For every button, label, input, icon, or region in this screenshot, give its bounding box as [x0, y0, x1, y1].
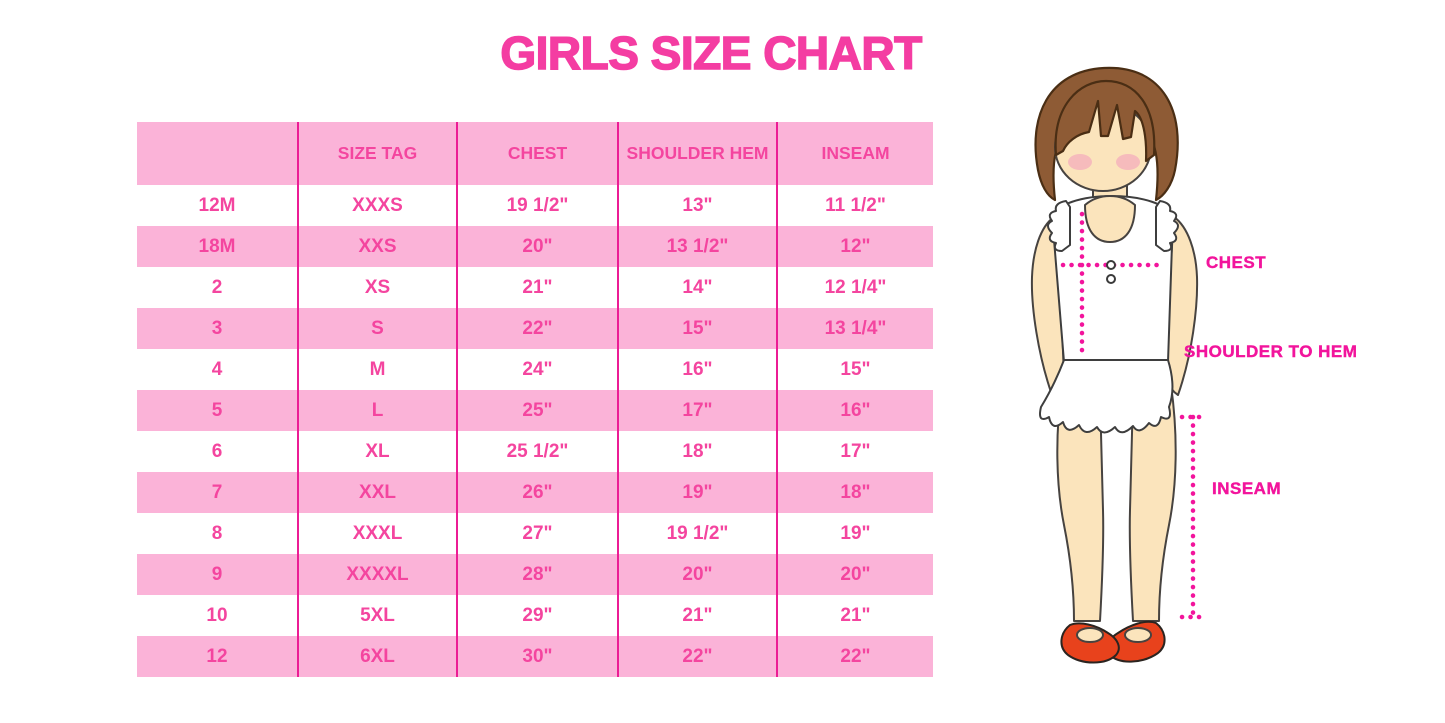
table-cell: 5: [211, 399, 223, 421]
girl-top-ruffle-left: [1047, 200, 1071, 252]
table-cell: 16": [617, 349, 776, 390]
table-cell: 11 1/2": [776, 185, 933, 226]
table-cell: 15": [776, 349, 933, 390]
table-cell: 7: [211, 481, 223, 503]
table-row: 2 XS 21" 14" 12 1/4": [137, 267, 933, 308]
table-cell: S: [297, 308, 456, 349]
table-cell: 17": [617, 390, 776, 431]
girl-leg-right: [1128, 384, 1177, 622]
table-row: 12M XXXS 19 1/2" 13" 11 1/2": [137, 185, 933, 226]
table-row: 8 XXXL 27" 19 1/2" 19": [137, 513, 933, 554]
table-cell: 14": [617, 267, 776, 308]
table-row: 4 M 24" 16" 15": [137, 349, 933, 390]
table-cell: 6XL: [297, 636, 456, 677]
table-cell: 10: [206, 604, 228, 626]
table-cell: 18": [617, 431, 776, 472]
shoulder-to-hem-label: SHOULDER TO HEM: [1184, 342, 1358, 361]
table-cell: 13": [617, 185, 776, 226]
table-cell: 4: [211, 358, 223, 380]
table-cell: XXXS: [297, 185, 456, 226]
table-row: 18M XXS 20" 13 1/2" 12": [137, 226, 933, 267]
table-cell: 22": [617, 636, 776, 677]
table-cell: 12 1/4": [776, 267, 933, 308]
table-cell: 19": [617, 472, 776, 513]
table-header-cell: CHEST: [456, 122, 617, 185]
table-row: 9 XXXXL 28" 20" 20": [137, 554, 933, 595]
table-cell: 13 1/4": [776, 308, 933, 349]
table-cell: 5XL: [297, 595, 456, 636]
table-cell: 13 1/2": [617, 226, 776, 267]
girl-shoe-left-opening: [1076, 627, 1104, 643]
girl-top-button: [1106, 260, 1116, 270]
table-row: 3 S 22" 15" 13 1/4": [137, 308, 933, 349]
table-cell: 21": [456, 267, 617, 308]
table-cell: 16": [776, 390, 933, 431]
table-cell: 20": [617, 554, 776, 595]
table-cell: 18M: [198, 235, 236, 257]
girl-bangs: [1054, 79, 1156, 163]
girl-neckline: [1084, 195, 1136, 243]
table-cell: 6: [211, 440, 223, 462]
table-cell: 17": [776, 431, 933, 472]
table-cell: M: [297, 349, 456, 390]
table-cell: 8: [211, 522, 223, 544]
girl-shoe-right-opening: [1124, 627, 1152, 643]
girl-blush-right: [1116, 154, 1140, 170]
table-cell: 2: [211, 276, 223, 298]
table-header-cell: INSEAM: [776, 122, 933, 185]
size-chart-table: SIZE TAG CHEST SHOULDER HEM INSEAM 12M X…: [137, 122, 933, 677]
girl-leg-left: [1056, 384, 1105, 622]
girl-blush-left: [1068, 154, 1092, 170]
table-cell: 9: [211, 563, 223, 585]
table-header-cell: [137, 122, 297, 185]
table-cell: 30": [456, 636, 617, 677]
table-cell: 20": [456, 226, 617, 267]
inseam-label: INSEAM: [1212, 479, 1282, 498]
table-cell: XXL: [297, 472, 456, 513]
table-cell: 25 1/2": [456, 431, 617, 472]
table-header-cell: SIZE TAG: [297, 122, 456, 185]
table-cell: 20": [776, 554, 933, 595]
table-cell: XS: [297, 267, 456, 308]
table-cell: 27": [456, 513, 617, 554]
table-row: 7 XXL 26" 19" 18": [137, 472, 933, 513]
table-cell: 19": [776, 513, 933, 554]
table-body: 12M XXXS 19 1/2" 13" 11 1/2" 18M XXS 20"…: [137, 185, 933, 677]
table-cell: 26": [456, 472, 617, 513]
table-cell: XXXXL: [297, 554, 456, 595]
girl-figure-illustration: [1030, 66, 1207, 664]
table-cell: 15": [617, 308, 776, 349]
table-cell: 28": [456, 554, 617, 595]
girl-skirt: [1039, 359, 1174, 434]
table-cell: 21": [776, 595, 933, 636]
table-cell: 22": [776, 636, 933, 677]
table-row: 12 6XL 30" 22" 22": [137, 636, 933, 677]
table-row: 10 5XL 29" 21" 21": [137, 595, 933, 636]
table-cell: 25": [456, 390, 617, 431]
table-cell: XL: [297, 431, 456, 472]
table-row: 6 XL 25 1/2" 18" 17": [137, 431, 933, 472]
table-row: 5 L 25" 17" 16": [137, 390, 933, 431]
chest-label: CHEST: [1206, 253, 1267, 272]
girl-top-button: [1106, 274, 1116, 284]
girl-top-ruffle-right: [1155, 200, 1179, 252]
table-cell: 19 1/2": [456, 185, 617, 226]
table-cell: 12": [776, 226, 933, 267]
table-cell: 24": [456, 349, 617, 390]
table-cell: 12M: [198, 194, 236, 216]
table-cell: XXXL: [297, 513, 456, 554]
table-header-row: SIZE TAG CHEST SHOULDER HEM INSEAM: [137, 122, 933, 185]
page-title: GIRLS SIZE CHART: [500, 26, 923, 80]
table-cell: L: [297, 390, 456, 431]
table-cell: 18": [776, 472, 933, 513]
table-cell: 3: [211, 317, 223, 339]
table-cell: 12: [206, 645, 228, 667]
table-header-cell: SHOULDER HEM: [617, 122, 776, 185]
table-cell: 29": [456, 595, 617, 636]
table-cell: 19 1/2": [617, 513, 776, 554]
table-cell: 22": [456, 308, 617, 349]
table-cell: 21": [617, 595, 776, 636]
table-cell: XXS: [297, 226, 456, 267]
